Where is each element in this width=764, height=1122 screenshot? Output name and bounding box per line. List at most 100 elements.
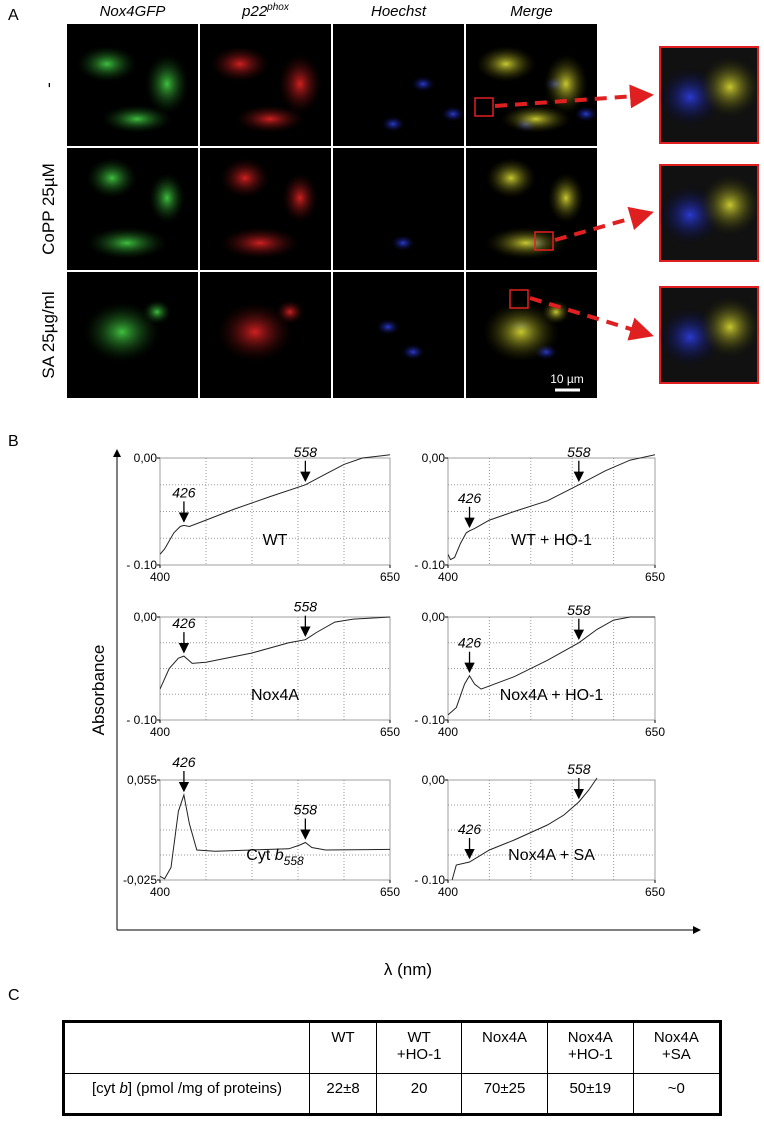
cell [149, 173, 185, 223]
cell [217, 302, 293, 362]
x-tick-label: 650 [380, 885, 400, 899]
nucleus [574, 106, 598, 122]
table-value: 20 [376, 1073, 463, 1115]
x-tick-label: 650 [380, 570, 400, 584]
cell [544, 54, 588, 114]
spectrum-name: WT [263, 532, 288, 549]
x-tick-label: 650 [645, 570, 665, 584]
row-label: - [39, 82, 58, 88]
peak-label: 426 [172, 615, 196, 631]
superscript: phox [266, 2, 290, 13]
peak-label: 558 [294, 802, 318, 818]
column-header: Nox4A +HO-1 [546, 1021, 634, 1074]
text: ] (pmol /mg of proteins) [127, 1080, 283, 1097]
y-tick-label: 0,00 [422, 773, 446, 787]
x-tick-label: 400 [150, 725, 170, 739]
plot-frame [159, 616, 391, 721]
text: Nox4GFP [100, 3, 166, 20]
y-tick-label: 0,055 [127, 773, 157, 787]
nucleus [441, 106, 465, 122]
peak-label: 558 [567, 602, 591, 618]
panel-label: B [8, 433, 19, 450]
cell [476, 46, 536, 82]
column-header: WT [308, 1021, 378, 1074]
plot-frame [447, 457, 656, 566]
nucleus [411, 76, 435, 92]
nucleus [401, 344, 425, 360]
text: Cyt [246, 847, 274, 864]
peak-label: 558 [294, 444, 318, 460]
cell [501, 105, 571, 133]
cell [87, 227, 167, 259]
nucleus [381, 116, 405, 132]
y-tick-label: 0,00 [422, 451, 446, 465]
cell [486, 158, 536, 198]
x-tick-label: 650 [645, 725, 665, 739]
text: Nox4A [482, 1029, 528, 1046]
text: [cyt [91, 1080, 120, 1097]
text: Nox4A [567, 1029, 613, 1046]
column-header: Hoechst [371, 3, 427, 20]
spectrum-name: Nox4A + SA [508, 847, 595, 864]
text: Nox4A [653, 1029, 699, 1046]
text: WT [331, 1029, 355, 1046]
table-value: 22±8 [308, 1073, 378, 1115]
x-tick-label: 400 [150, 885, 170, 899]
text: +SA [661, 1046, 691, 1063]
y-tick-label: - 0.10 [414, 558, 445, 572]
cell [145, 54, 189, 114]
cyt-b-table: WT WT +HO-1 Nox4A Nox4A +HO-1 Nox4A +SA [cyt b]… [62, 1020, 722, 1116]
x-tick-label: 650 [645, 885, 665, 899]
cell [143, 300, 171, 324]
cell [102, 105, 172, 133]
cell [483, 302, 559, 362]
cell [77, 46, 137, 82]
text: WT [263, 532, 288, 549]
peak-label: 558 [567, 761, 591, 777]
cell [235, 105, 305, 133]
x-tick-label: 650 [380, 725, 400, 739]
cell [548, 173, 584, 223]
text: Nox4A + HO-1 [500, 687, 604, 704]
column-header: Nox4A +SA [632, 1021, 722, 1074]
peak-label: 426 [172, 484, 196, 500]
x-tick-label: 400 [438, 725, 458, 739]
y-tick-label: 0,00 [422, 610, 446, 624]
spectrum-line [160, 454, 390, 555]
cell [210, 46, 270, 82]
y-tick-label: - 0.10 [126, 558, 157, 572]
zoom-arrow [554, 206, 654, 242]
peak-label: 426 [458, 490, 482, 506]
y-tick-label: - 0.10 [414, 713, 445, 727]
text: b [275, 847, 284, 864]
peak-label: 558 [294, 599, 318, 615]
text: +HO-1 [567, 1046, 613, 1063]
row-label: [cyt b] (pmol /mg of proteins) [63, 1073, 310, 1115]
spectrum-line [448, 616, 655, 716]
cell [87, 158, 137, 198]
peak-label: 426 [458, 821, 482, 837]
text: WT [407, 1029, 431, 1046]
zoom-arrow [529, 296, 654, 341]
inset-cell [700, 175, 760, 235]
text: Nox4A [251, 687, 299, 704]
nucleus [391, 235, 415, 251]
text: WT + HO-1 [511, 532, 592, 549]
spectrum-name: WT + HO-1 [511, 532, 592, 549]
y-tick-label: - 0.10 [126, 713, 157, 727]
subscript: 558 [284, 854, 304, 868]
y-axis-label: Absorbance [89, 645, 108, 736]
table-value: ~0 [632, 1073, 722, 1115]
text: Merge [510, 3, 553, 20]
x-axis-label: λ (nm) [384, 960, 432, 979]
row-label: SA 25µg/ml [39, 291, 58, 378]
column-header: Nox4GFP [100, 3, 166, 20]
spectrum-name: Nox4A [251, 687, 299, 704]
cell [282, 173, 318, 223]
cell [276, 300, 304, 324]
